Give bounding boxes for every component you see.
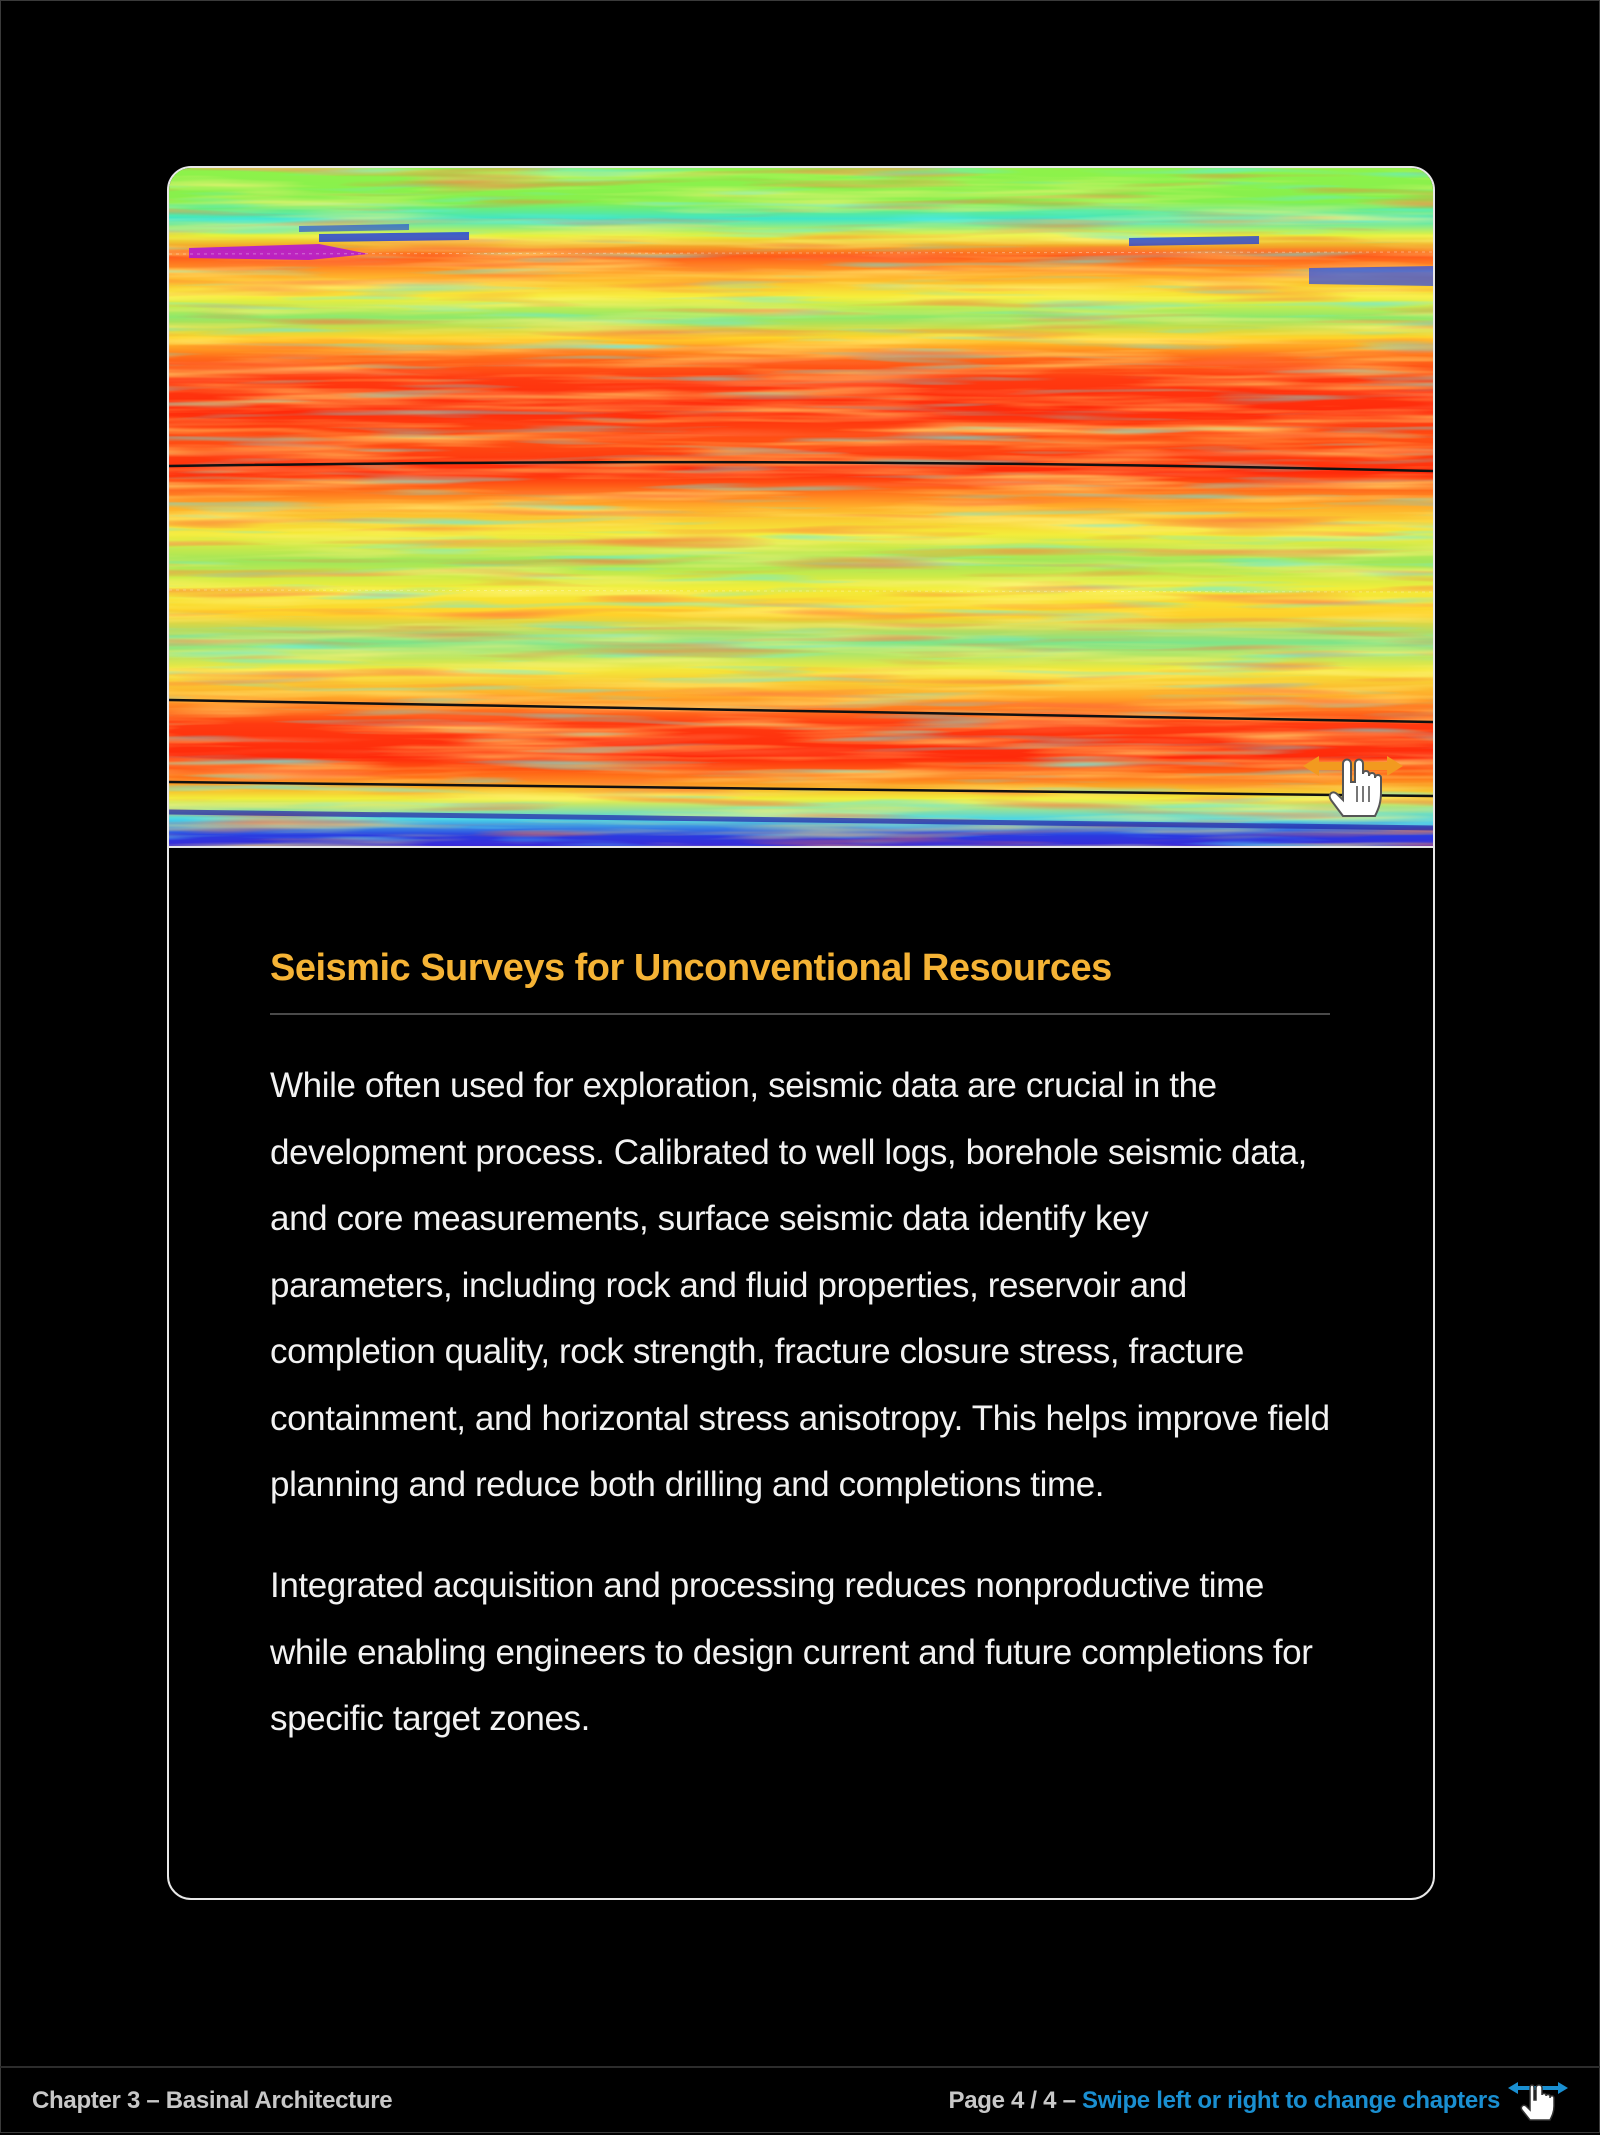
title-divider [270,1013,1330,1015]
swipe-hand-icon [1303,756,1403,817]
swipe-hint-link[interactable]: Swipe left or right to change chapters [1082,2087,1500,2114]
page-indicator: Page 4 / 4 – Swipe left or right to chan… [948,2087,1500,2115]
body-paragraph: While often used for exploration, seismi… [270,1066,1330,1504]
content-card [167,166,1435,1900]
article-title: Seismic Surveys for Unconventional Resou… [270,947,1112,989]
chapter-label: Chapter 3 – Basinal Architecture [32,2087,393,2114]
page-number: Page 4 / 4 – [948,2087,1082,2114]
body-paragraph: Integrated acquisition and processing re… [270,1566,1313,1738]
seismic-image[interactable] [169,168,1433,848]
footer-bar: Chapter 3 – Basinal Architecture Page 4 … [0,2066,1600,2135]
seismic-section-graphic [169,168,1433,846]
swipe-hand-icon [1508,2082,1568,2121]
